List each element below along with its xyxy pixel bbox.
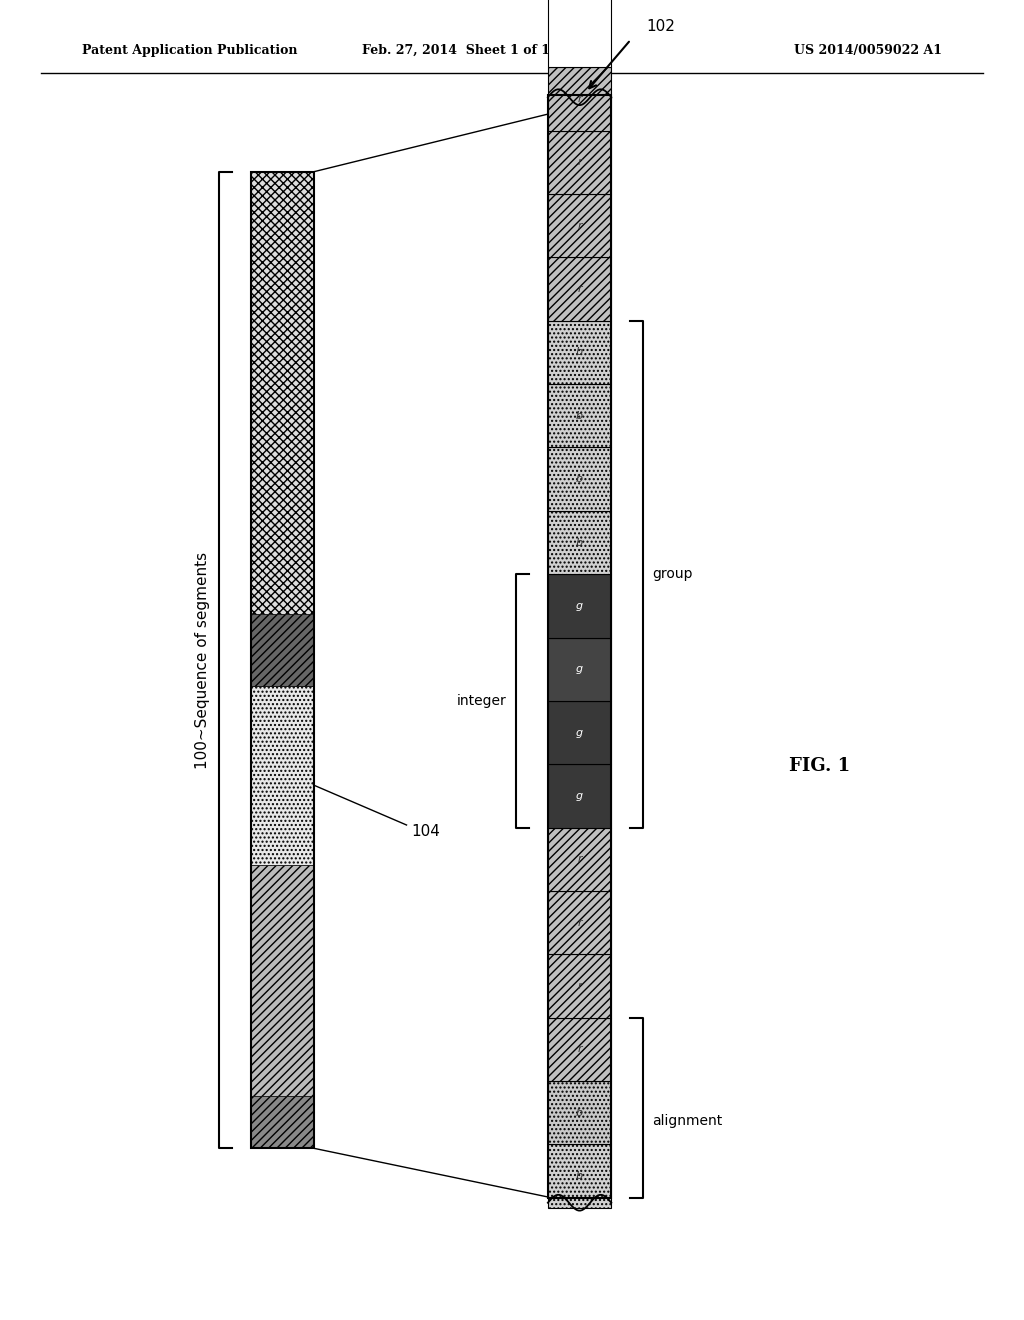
Bar xyxy=(548,131,611,194)
Text: b: b xyxy=(577,537,583,548)
Bar xyxy=(548,574,611,638)
Text: g: g xyxy=(577,727,583,738)
Text: r: r xyxy=(578,917,582,928)
Text: g: g xyxy=(577,601,583,611)
Bar xyxy=(251,172,314,614)
Bar xyxy=(548,764,611,828)
Text: b: b xyxy=(577,411,583,421)
Text: group: group xyxy=(652,568,693,581)
Bar xyxy=(548,701,611,764)
Text: b: b xyxy=(577,1171,583,1181)
Bar xyxy=(548,0,611,67)
Text: 102: 102 xyxy=(646,18,675,34)
Text: r: r xyxy=(578,854,582,865)
Text: r: r xyxy=(578,157,582,168)
Text: r: r xyxy=(578,220,582,231)
Bar xyxy=(548,384,611,447)
Text: 104: 104 xyxy=(412,824,440,840)
Bar xyxy=(251,865,314,1096)
Text: r: r xyxy=(578,94,582,104)
Bar xyxy=(548,1144,611,1208)
Bar xyxy=(251,172,314,1148)
Text: g: g xyxy=(577,664,583,675)
Bar xyxy=(548,891,611,954)
Bar xyxy=(548,828,611,891)
Text: US 2014/0059022 A1: US 2014/0059022 A1 xyxy=(794,44,942,57)
Text: r: r xyxy=(578,1044,582,1055)
Text: r: r xyxy=(578,981,582,991)
Bar xyxy=(548,954,611,1018)
Text: integer: integer xyxy=(457,694,507,708)
Bar xyxy=(548,95,611,1199)
Text: Patent Application Publication: Patent Application Publication xyxy=(82,44,297,57)
Bar xyxy=(548,321,611,384)
Text: b: b xyxy=(577,347,583,358)
Bar xyxy=(251,614,314,686)
Bar xyxy=(251,686,314,865)
Bar xyxy=(548,194,611,257)
Bar xyxy=(548,447,611,511)
Text: g: g xyxy=(577,791,583,801)
Text: FIG. 1: FIG. 1 xyxy=(788,756,850,775)
Bar xyxy=(548,1018,611,1081)
Bar xyxy=(251,1096,314,1148)
Bar xyxy=(548,638,611,701)
Bar xyxy=(548,1081,611,1144)
Bar xyxy=(548,67,611,131)
Text: Feb. 27, 2014  Sheet 1 of 14: Feb. 27, 2014 Sheet 1 of 14 xyxy=(362,44,559,57)
Text: r: r xyxy=(578,284,582,294)
Bar xyxy=(548,257,611,321)
Text: b: b xyxy=(577,474,583,484)
Text: 100~Sequence of segments: 100~Sequence of segments xyxy=(195,552,210,768)
Text: b: b xyxy=(577,1107,583,1118)
Bar xyxy=(548,511,611,574)
Text: alignment: alignment xyxy=(652,1114,723,1129)
